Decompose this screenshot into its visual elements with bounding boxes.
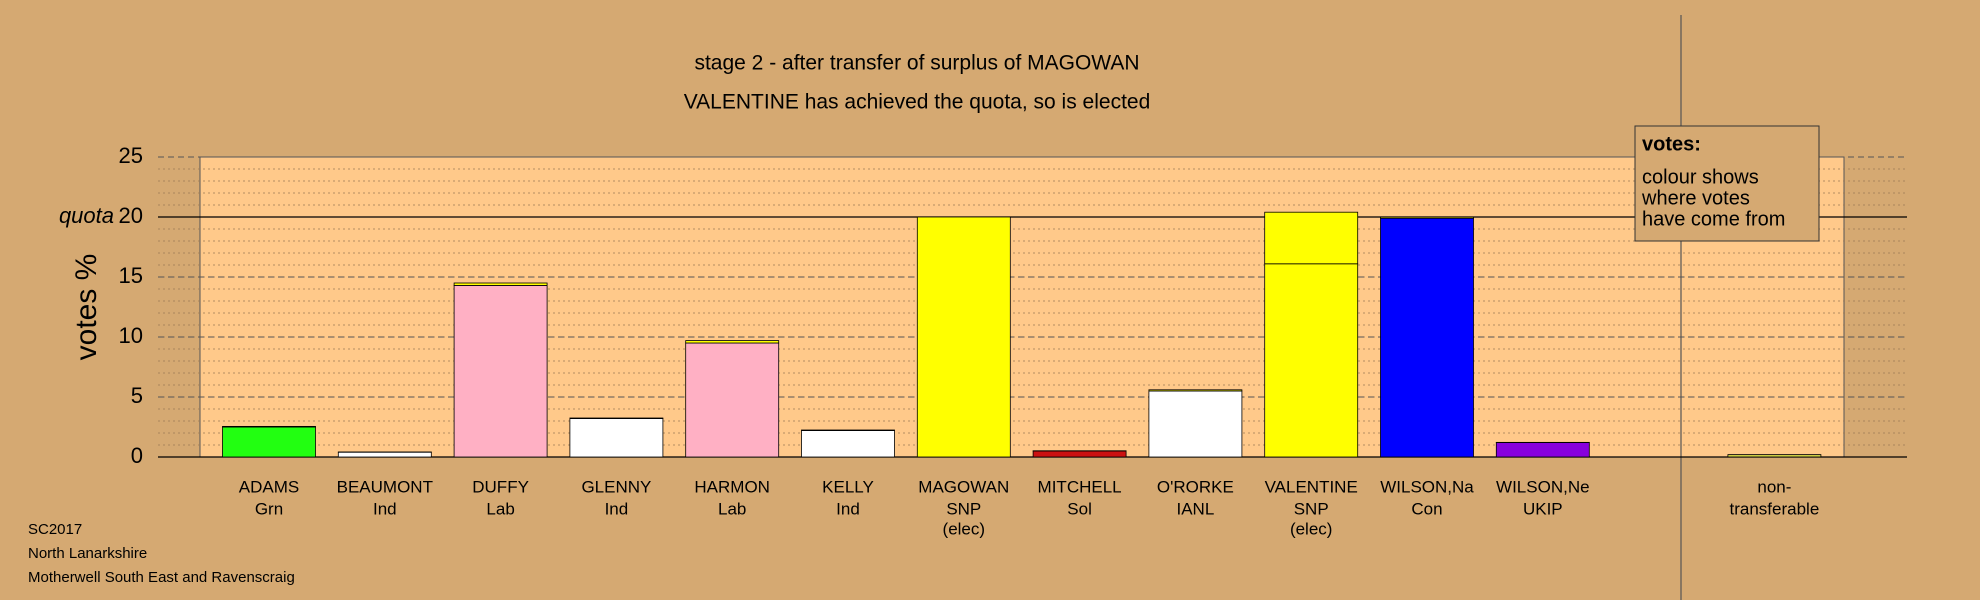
chart-subtitle: VALENTINE has achieved the quota, so is … [684, 91, 1151, 114]
bar [453, 284, 548, 458]
legend-box [1634, 125, 1820, 242]
party-label: Ind [605, 499, 629, 518]
party-label: Con [1411, 499, 1442, 518]
quota-label: quota [59, 203, 114, 228]
bar [1148, 390, 1243, 458]
bar [1380, 217, 1474, 458]
note-label: (elec) [1290, 519, 1333, 538]
party-label: Lab [486, 499, 514, 518]
party-label: IANL [1177, 499, 1215, 518]
legend-text: colour shows [1642, 166, 1759, 188]
bar [1727, 454, 1822, 458]
legend-text: have come from [1642, 208, 1785, 230]
bar [1264, 263, 1359, 458]
x-tick-label: WILSON,Na [1380, 477, 1474, 496]
y-tick-label: 0 [131, 443, 143, 468]
x-tick-label: ADAMS [239, 477, 299, 496]
transfer-segment [801, 429, 895, 432]
party-label: Grn [255, 499, 283, 518]
x-tick-label: O'RORKE [1157, 477, 1234, 496]
note-label: (elec) [943, 519, 986, 538]
transfer-segment [685, 340, 780, 344]
legend-text: votes: [1642, 133, 1701, 155]
bar [1032, 450, 1127, 458]
x-tick-label: KELLY [822, 477, 874, 496]
transfer-segment [1148, 389, 1243, 392]
party-label: SNP [946, 499, 981, 518]
y-tick-label: 25 [119, 143, 143, 168]
bar [1495, 442, 1590, 458]
party-label: Lab [718, 499, 746, 518]
plot-area [199, 156, 1845, 458]
transfer-segment [1380, 216, 1474, 219]
x-tick-label: BEAUMONT [337, 477, 433, 496]
transfer-segment [569, 417, 664, 420]
x-tick-label: VALENTINE [1265, 477, 1358, 496]
chart-title: stage 2 - after transfer of surplus of M… [694, 52, 1139, 75]
x-tick-label: HARMON [694, 477, 770, 496]
y-tick-label: 20 [119, 203, 143, 228]
bar [222, 426, 316, 458]
party-label: UKIP [1523, 499, 1563, 518]
footer-text: Motherwell South East and Ravenscraig [28, 569, 295, 586]
footer-text: SC2017 [28, 521, 82, 538]
footer-text: North Lanarkshire [28, 545, 147, 562]
bar [337, 451, 432, 458]
y-axis-label: votes % [70, 254, 103, 361]
legend-text: where votes [1641, 187, 1750, 209]
bar [569, 418, 664, 458]
x-tick-label: DUFFY [472, 477, 529, 496]
transfer-segment [453, 282, 548, 286]
party-label: Ind [836, 499, 860, 518]
bar [916, 216, 1011, 458]
x-tick-label: non- [1757, 477, 1791, 496]
transfer-segment [222, 425, 316, 428]
y-tick-label: 10 [119, 323, 143, 348]
bar [801, 430, 895, 458]
party-label: transferable [1730, 499, 1820, 518]
y-tick-label: 15 [119, 263, 143, 288]
x-tick-label: GLENNY [581, 477, 651, 496]
transfer-segment [1264, 211, 1359, 265]
x-tick-label: MAGOWAN [918, 477, 1009, 496]
party-label: SNP [1294, 499, 1329, 518]
party-label: Ind [373, 499, 397, 518]
x-tick-label: WILSON,Ne [1496, 477, 1590, 496]
party-label: Sol [1067, 499, 1092, 518]
y-tick-label: 5 [131, 383, 143, 408]
x-tick-label: MITCHELL [1038, 477, 1122, 496]
bar [685, 342, 780, 458]
